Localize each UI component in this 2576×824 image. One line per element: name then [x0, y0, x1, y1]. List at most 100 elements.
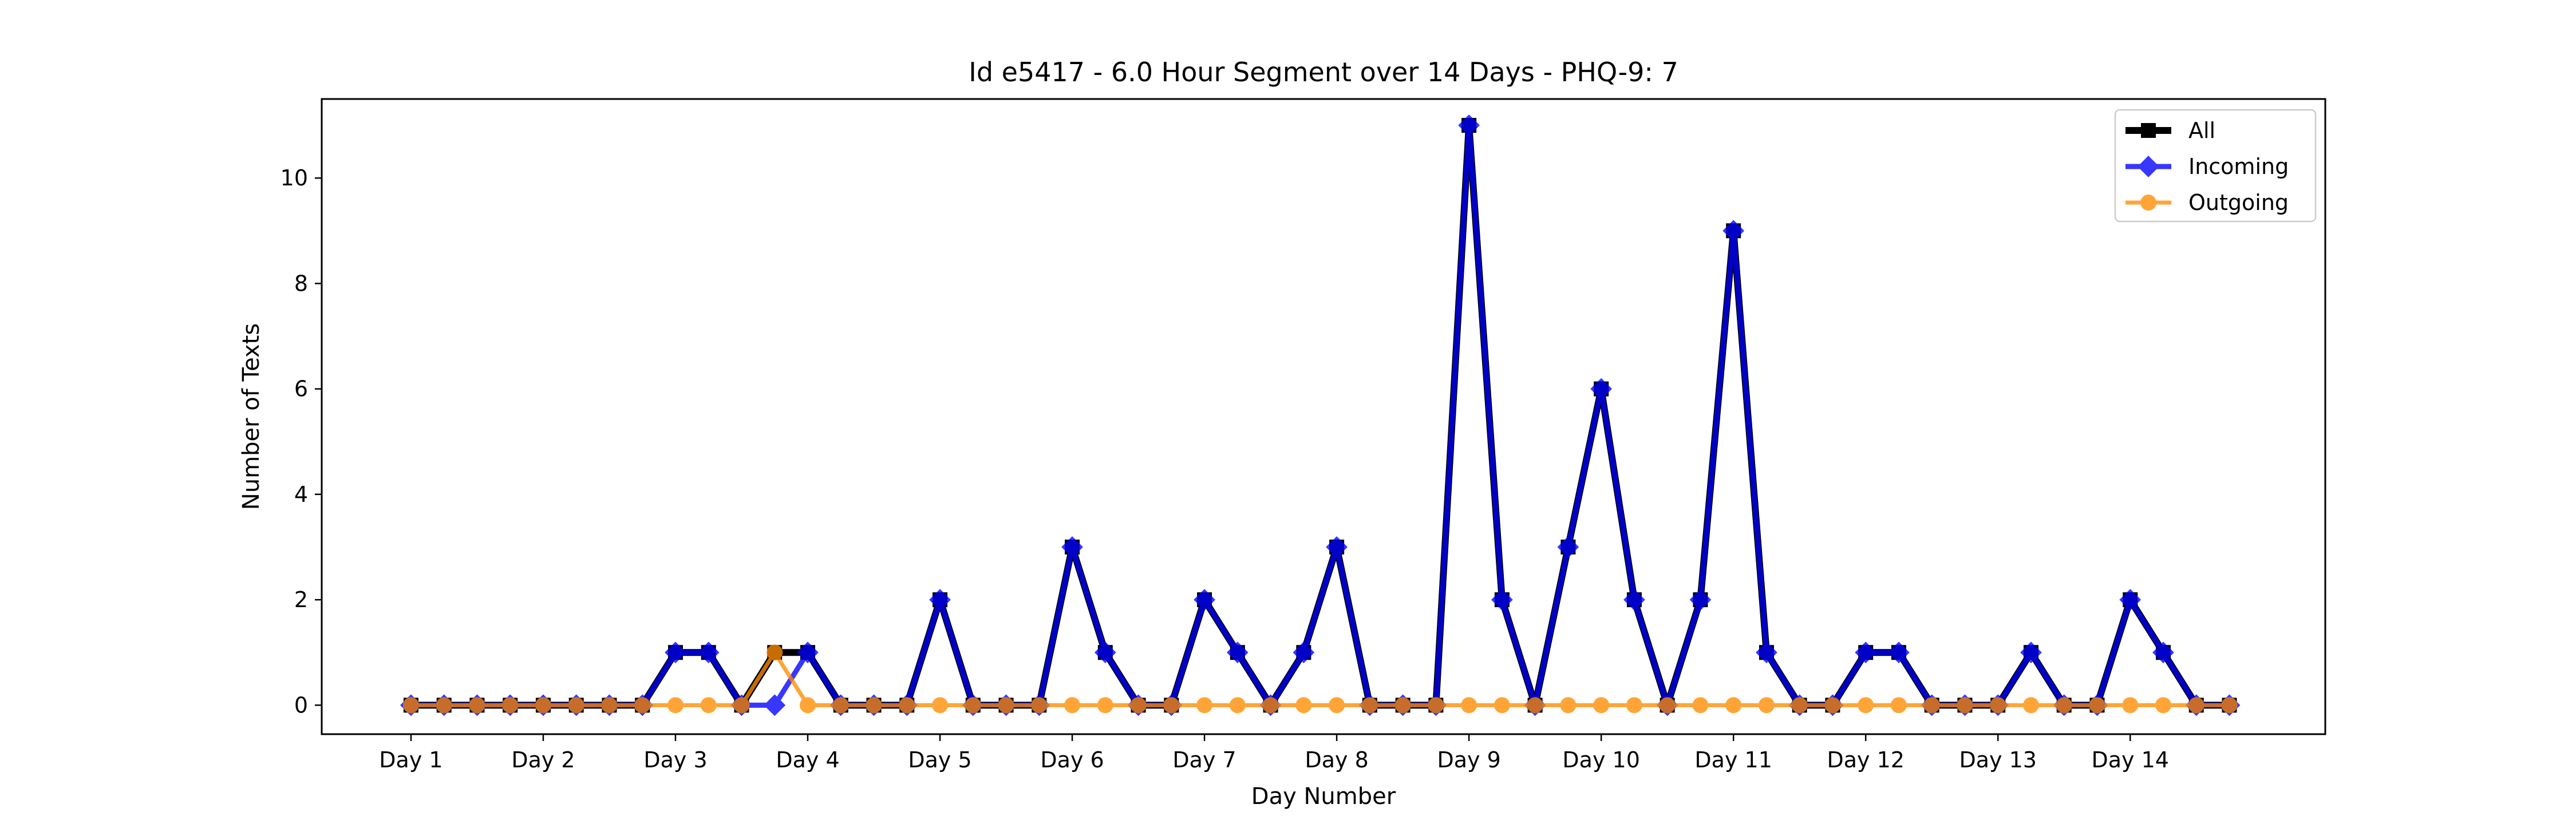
data-point-incoming [2020, 641, 2042, 664]
series-line-incoming [410, 122, 2230, 708]
series-outgoing [402, 644, 2238, 714]
data-point-outgoing [469, 697, 485, 714]
data-point-outgoing [1858, 697, 1874, 714]
data-point-outgoing [1461, 697, 1477, 714]
legend-item-outgoing [2125, 195, 2171, 211]
data-point-incoming [1293, 641, 1315, 664]
y-tick-label: 0 [294, 692, 308, 718]
data-point-outgoing [1626, 697, 1642, 714]
data-point-incoming [1623, 589, 1645, 611]
x-tick-label: Day 5 [908, 747, 971, 772]
x-tick-label: Day 14 [2092, 747, 2169, 772]
data-point-outgoing [1692, 697, 1709, 714]
data-point-outgoing [800, 697, 816, 714]
data-point-outgoing [402, 697, 419, 714]
legend-label-incoming: Incoming [2188, 154, 2289, 179]
data-point-outgoing [1990, 697, 2006, 714]
data-point-outgoing [1824, 697, 1841, 714]
data-point-outgoing [1394, 697, 1411, 714]
data-point-outgoing [1890, 697, 1907, 714]
data-point-outgoing [601, 697, 618, 714]
data-point-outgoing [1527, 697, 1543, 714]
data-point-outgoing [866, 697, 882, 714]
data-point-outgoing [436, 697, 452, 714]
legend-item-incoming [2125, 156, 2171, 177]
data-point-incoming [2152, 641, 2174, 664]
y-tick-label: 2 [294, 587, 308, 612]
data-point-outgoing [1163, 697, 1180, 714]
data-point-outgoing [502, 697, 519, 714]
data-point-incoming [2119, 589, 2142, 611]
data-point-outgoing [1923, 697, 1940, 714]
data-point-incoming [1061, 536, 1083, 558]
data-point-outgoing [700, 697, 717, 714]
data-point-outgoing [832, 697, 849, 714]
data-point-incoming [1194, 589, 1215, 611]
data-point-outgoing [1791, 697, 1808, 714]
data-point-outgoing [1659, 697, 1676, 714]
y-axis-label: Number of Texts [238, 323, 264, 510]
data-point-incoming [1094, 641, 1116, 664]
x-tick-label: Day 9 [1437, 747, 1500, 772]
data-point-outgoing [1758, 697, 1775, 714]
data-point-outgoing [1428, 697, 1444, 714]
data-point-outgoing [965, 697, 981, 714]
x-tick-label: Day 8 [1305, 747, 1368, 772]
data-point-incoming [764, 694, 786, 716]
legend-label-outgoing: Outgoing [2188, 190, 2289, 215]
data-point-outgoing [1097, 697, 1113, 714]
x-tick-label: Day 1 [379, 747, 442, 772]
data-point-incoming [1491, 589, 1513, 611]
y-tick-label: 6 [294, 377, 308, 402]
data-point-outgoing [1494, 697, 1510, 714]
data-point-outgoing [2122, 697, 2139, 714]
data-point-outgoing [2221, 697, 2238, 714]
data-point-outgoing [733, 697, 750, 714]
axes-layer: Day 1 Day 2 Day 3 Day 4 Day 5 Day 6 Day 7 Day 8… [280, 165, 2169, 772]
data-point-outgoing [1725, 697, 1742, 714]
data-point-incoming [665, 641, 686, 664]
data-point-incoming [697, 641, 720, 664]
data-point-incoming [1326, 536, 1348, 558]
data-point-outgoing [1229, 697, 1246, 714]
data-point-outgoing [1064, 697, 1081, 714]
legend-frame [2114, 109, 2317, 223]
x-axis-label: Day Number [1251, 783, 1396, 810]
data-point-outgoing [2188, 697, 2204, 714]
series-layer [400, 114, 2241, 716]
data-point-outgoing [1329, 697, 1345, 714]
data-point-outgoing [932, 697, 949, 714]
chart-title: Id e5417 - 6.0 Hour Segment over 14 Days… [969, 57, 1678, 88]
x-tick-label: Day 11 [1694, 747, 1772, 772]
data-point-outgoing [1295, 697, 1312, 714]
data-point-outgoing [2089, 697, 2105, 714]
data-point-outgoing [1031, 697, 1048, 714]
data-point-outgoing [568, 697, 584, 714]
data-point-incoming [1722, 220, 1745, 242]
data-point-outgoing [1361, 697, 1378, 714]
data-point-outgoing [899, 697, 915, 714]
data-point-outgoing [2022, 697, 2039, 714]
legend-swatch-marker [2138, 156, 2159, 177]
data-point-outgoing [1957, 697, 1973, 714]
data-point-outgoing [1593, 697, 1610, 714]
plot-frame [321, 98, 2326, 735]
legend-label-all: All [2188, 118, 2215, 143]
legend-item-all [2125, 123, 2171, 138]
data-point-incoming [1756, 641, 1777, 664]
data-point-outgoing [535, 697, 551, 714]
data-point-incoming [1557, 536, 1579, 558]
x-tick-label: Day 12 [1827, 747, 1904, 772]
data-point-incoming [1888, 641, 1910, 664]
x-tick-label: Day 10 [1562, 747, 1639, 772]
data-point-incoming [1458, 114, 1480, 136]
legend-swatch-marker [2141, 123, 2156, 138]
data-point-outgoing [2056, 697, 2072, 714]
y-tick-label: 4 [294, 482, 308, 507]
y-tick-label: 10 [280, 165, 308, 191]
data-point-outgoing [667, 697, 683, 714]
data-point-outgoing [2155, 697, 2171, 714]
legend-swatch-marker [2140, 195, 2156, 211]
data-point-outgoing [1560, 697, 1577, 714]
